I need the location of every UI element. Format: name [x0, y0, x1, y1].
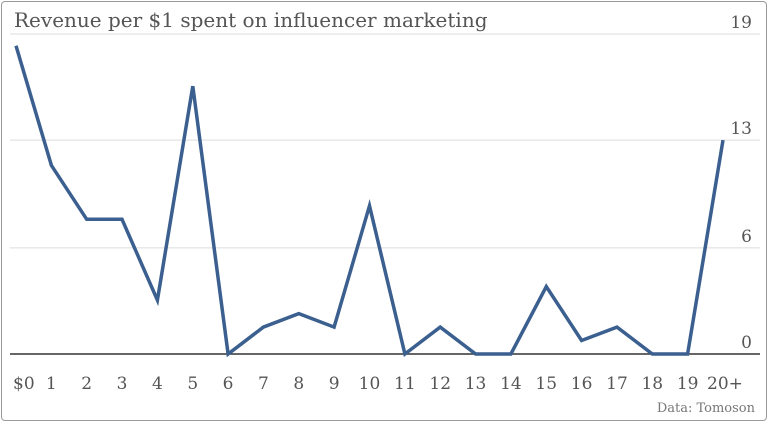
x-tick-label: 5 — [187, 374, 198, 394]
x-tick-label: 9 — [329, 374, 340, 394]
series-line — [14, 45, 725, 358]
x-tick-label: 6 — [223, 374, 234, 394]
x-tick-label: 8 — [293, 374, 304, 394]
x-tick-label: 3 — [117, 374, 128, 394]
x-tick-label: 13 — [465, 374, 487, 394]
x-tick-labels: $0 1 2 3 4 5 6 7 8 9 10 11 12 13 14 15 16 17 18 19 20+ — [13, 374, 743, 394]
y-tick-label: 13 — [730, 119, 752, 139]
x-tick-label: 20+ — [707, 374, 743, 394]
x-tick-label: 1 — [46, 374, 57, 394]
x-tick-label: 17 — [606, 374, 628, 394]
x-tick-label: 12 — [429, 374, 451, 394]
x-tick-label: 10 — [359, 374, 381, 394]
y-tick-labels: 0 6 13 19 — [730, 13, 752, 353]
x-tick-label: 18 — [641, 374, 663, 394]
chart-title: Revenue per $1 spent on influencer marke… — [14, 8, 488, 32]
chart-source: Data: Tomoson — [657, 401, 756, 416]
y-tick-label: 6 — [741, 227, 752, 247]
series-layer — [14, 45, 725, 358]
y-tick-label: 19 — [730, 13, 752, 33]
x-tick-label: 16 — [571, 374, 593, 394]
x-tick-label: 11 — [394, 374, 416, 394]
x-tick-label: 2 — [81, 374, 92, 394]
x-tick-label: $0 — [13, 374, 35, 394]
grid-lines — [10, 33, 760, 249]
x-tick-label: 15 — [535, 374, 557, 394]
x-tick-label: 14 — [500, 374, 522, 394]
x-tick-label: 7 — [258, 374, 269, 394]
x-tick-label: 19 — [677, 374, 699, 394]
y-tick-label: 0 — [741, 333, 752, 353]
x-tick-label: 4 — [152, 374, 163, 394]
